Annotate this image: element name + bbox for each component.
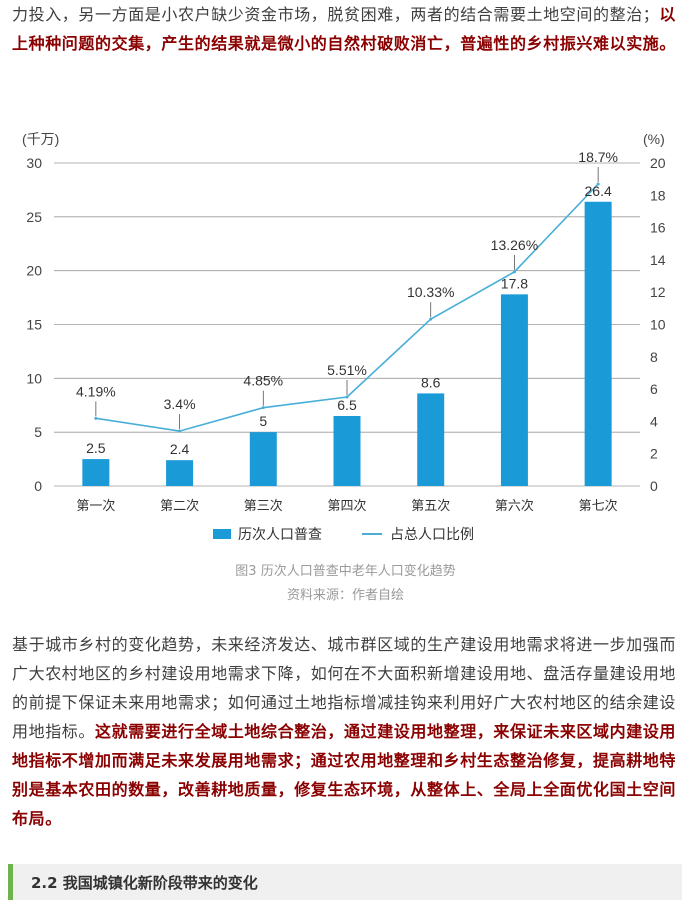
right-tick-label: 12 [650,284,666,300]
right-tick-label: 8 [650,349,658,365]
bar-value-label: 2.4 [170,441,190,457]
legend-bar-label: 历次人口普查 [238,526,322,542]
left-tick-label: 10 [26,370,42,386]
bar-3 [249,432,277,486]
left-axis-unit: (千万) [22,131,59,147]
right-tick-label: 10 [650,317,666,333]
legend-line-label: 占总人口比例 [390,526,474,542]
ratio-point-5 [429,317,433,321]
bar-1 [82,459,110,486]
bar-7 [584,201,612,486]
category-label: 第六次 [495,498,534,513]
right-tick-label: 2 [650,446,658,462]
category-label: 第五次 [411,498,450,513]
ratio-point-3 [261,406,265,410]
left-tick-label: 5 [34,424,42,440]
ratio-value-label: 5.51% [327,362,367,378]
right-tick-label: 6 [650,381,658,397]
chart-labels: 2.5 2.4 5 6.5 8.6 17.8 26.4 4.19% 3.4% 4.85% 5.51%… [76,149,618,457]
chart-bars [82,201,612,486]
right-axis-unit: (%) [643,131,665,147]
ratio-value-label: 18.7% [578,149,618,165]
chart-legend: 历次人口普查 占总人口比例 [213,526,474,542]
bar-4 [333,416,361,486]
left-tick-label: 0 [34,478,42,494]
category-label: 第一次 [76,498,115,513]
ratio-point-7 [596,182,600,186]
intro-text: 力投入，另一方面是小农户缺少资金市场，脱贫困难，两者的结合需要土地空间的整治； [12,5,660,24]
ratio-point-2 [178,429,182,433]
bar-value-label: 17.8 [501,275,528,291]
ratio-value-label: 4.19% [76,383,116,399]
right-tick-label: 18 [650,187,666,203]
ratio-value-label: 13.26% [491,237,538,253]
left-tick-label: 30 [26,155,42,171]
body-emphasis: 这就需要进行全域土地综合整治，通过建设用地整理，来保证未来区域内建设用地指标不增… [12,722,677,828]
figure-caption: 图3 历次人口普查中老年人口变化趋势 [235,564,456,579]
ratio-value-label: 4.85% [243,373,283,389]
category-label: 第四次 [327,498,366,513]
bar-2 [166,460,194,486]
right-tick-label: 4 [650,413,658,429]
right-tick-label: 0 [650,478,658,494]
figure-source: 资料来源：作者自绘 [286,588,404,603]
left-tick-label: 25 [26,209,42,225]
left-tick-label: 15 [26,317,42,333]
intro-paragraph: 力投入，另一方面是小农户缺少资金市场，脱贫困难，两者的结合需要土地空间的整治；以… [12,0,680,58]
chart-axes: 0 5 10 15 20 25 30 0 2 4 6 8 10 12 14 16 18 20 (千万) (%) 第一次 第… [22,131,666,513]
category-label: 第三次 [244,498,283,513]
right-tick-label: 20 [650,155,666,171]
bar-value-label: 26.4 [585,183,612,199]
population-chart: 2.5 2.4 5 6.5 8.6 17.8 26.4 4.19% 3.4% 4.85% 5.51%… [22,131,666,542]
bar-value-label: 8.6 [421,374,441,390]
chart-grid [54,162,640,487]
bar-5 [417,393,445,486]
intro-emphasis: 以上种种问题的交集，产生的结果就是微小的自然村破败消亡，普遍性的乡村振兴难以实施… [12,5,677,53]
ratio-point-1 [94,416,98,420]
body-paragraph: 基于城市乡村的变化趋势，未来经济发达、城市群区域的生产建设用地需求将进一步加强而… [12,630,680,833]
category-label: 第二次 [160,498,199,513]
ratio-value-label: 10.33% [407,284,454,300]
bar-value-label: 2.5 [86,440,106,456]
category-label: 第七次 [579,498,618,513]
ratio-point-6 [512,270,516,274]
section-heading: 2.2 我国城镇化新阶段带来的变化 [31,874,258,892]
bar-6 [500,294,528,486]
ratio-value-label: 3.4% [164,396,196,412]
left-tick-label: 20 [26,263,42,279]
bar-value-label: 5 [259,413,267,429]
right-tick-label: 16 [650,220,666,236]
section-heading-bar: 2.2 我国城镇化新阶段带来的变化 [8,864,682,900]
bar-value-label: 6.5 [337,397,357,413]
right-tick-label: 14 [650,252,666,268]
chart-line [94,182,600,433]
ratio-point-4 [345,395,349,399]
body-text: 基于城市乡村的变化趋势，未来经济发达、城市群区域的生产建设用地需求将进一步加强而… [12,635,677,741]
legend-bar-swatch [213,529,231,539]
